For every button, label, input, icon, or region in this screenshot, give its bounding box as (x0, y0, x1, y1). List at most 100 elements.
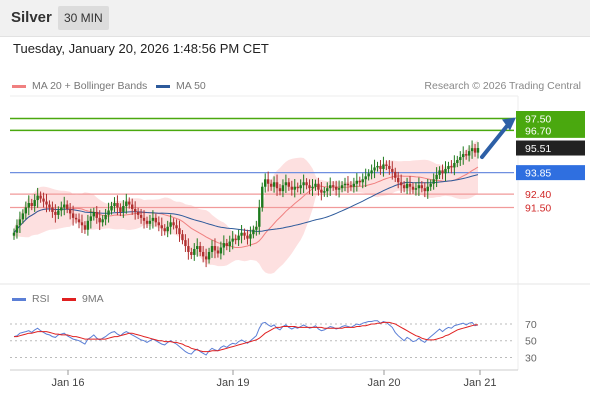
candle (426, 179, 429, 199)
candle (385, 160, 388, 171)
candle (394, 167, 397, 182)
price-tag-label: 93.85 (525, 168, 551, 180)
candle-body (464, 154, 468, 156)
candle-body (68, 208, 72, 214)
candle (48, 200, 51, 212)
candle (77, 213, 81, 229)
forecast-arrow-head (502, 117, 516, 131)
candle (450, 160, 453, 174)
candle-body (98, 217, 101, 223)
candle-body (80, 222, 84, 226)
candle (246, 229, 249, 245)
candle (382, 156, 385, 177)
candle (39, 191, 42, 203)
candle (184, 234, 187, 252)
candle (24, 201, 28, 220)
candle (119, 203, 122, 217)
candle (414, 182, 418, 196)
candle-body (246, 235, 249, 239)
candle-body (219, 247, 223, 254)
candle-body (201, 251, 205, 257)
candle-body (388, 165, 391, 169)
candle (27, 195, 30, 216)
candle-body (302, 182, 305, 186)
candle-body (21, 213, 25, 220)
candle-body (355, 180, 359, 184)
candle-body (394, 171, 397, 178)
candle-body (169, 222, 172, 227)
candle-body (414, 188, 418, 190)
candle (151, 210, 155, 229)
candle-body (228, 241, 231, 247)
candle-body (148, 220, 152, 224)
candle (95, 206, 98, 224)
instrument-name: Silver (11, 9, 52, 26)
candle-body (27, 203, 30, 208)
candle (420, 181, 424, 193)
time-axis-label: Jan 21 (463, 377, 496, 389)
rsi9ma-swatch (62, 297, 76, 301)
candle-body (447, 165, 450, 169)
candle (405, 177, 409, 195)
candle (373, 159, 376, 179)
candle (148, 214, 152, 230)
candle-body (51, 207, 54, 212)
candle-body (358, 180, 361, 183)
candle-body (71, 213, 75, 218)
candle-body (441, 170, 444, 174)
candle-body (379, 165, 382, 169)
candle-body (266, 179, 270, 184)
candle-body (83, 225, 87, 230)
candle (18, 211, 22, 233)
candle-body (113, 203, 116, 207)
candle (92, 207, 95, 221)
candle-body (128, 201, 131, 205)
candle-body (444, 168, 447, 174)
candle-body (172, 222, 175, 226)
candle (116, 195, 119, 216)
price-tag-pivot: 93.85 (516, 165, 585, 181)
candle-body (222, 243, 226, 248)
candle (326, 182, 329, 198)
copyright-text: Research © 2026 Trading Central (424, 80, 581, 92)
candle-body (255, 226, 258, 230)
candle (462, 146, 465, 165)
candle-body (125, 201, 128, 207)
candle-body (287, 182, 291, 187)
candle-body (432, 179, 435, 184)
price-tag-support: 91.50 (525, 202, 551, 214)
ma50-swatch (156, 84, 170, 88)
candle (302, 174, 305, 193)
candle-body (352, 183, 356, 187)
candle (172, 218, 175, 230)
candle-body (65, 204, 69, 209)
timeframe-badge[interactable]: 30 MIN (58, 6, 109, 30)
candle (237, 229, 240, 247)
candle (459, 151, 462, 166)
candle-body (175, 225, 178, 229)
candle-body (290, 186, 294, 190)
candle-body (119, 207, 122, 212)
candle (308, 179, 311, 195)
candle (160, 217, 163, 236)
candle (299, 179, 302, 195)
candle-body (110, 206, 113, 211)
candle (275, 174, 279, 196)
candle (470, 140, 474, 159)
candle (296, 182, 299, 193)
candle-body (269, 183, 273, 187)
candle (464, 149, 468, 160)
candle-body (213, 246, 217, 251)
candle-body (151, 217, 155, 221)
candle (219, 241, 223, 260)
candle-body (18, 219, 22, 226)
candle-body (166, 226, 169, 232)
candle (80, 214, 84, 233)
candle-body (133, 208, 137, 212)
candle-body (272, 182, 276, 187)
candle-body (210, 246, 214, 252)
candle (190, 247, 193, 260)
candle (264, 173, 267, 193)
candle-body (92, 211, 95, 217)
